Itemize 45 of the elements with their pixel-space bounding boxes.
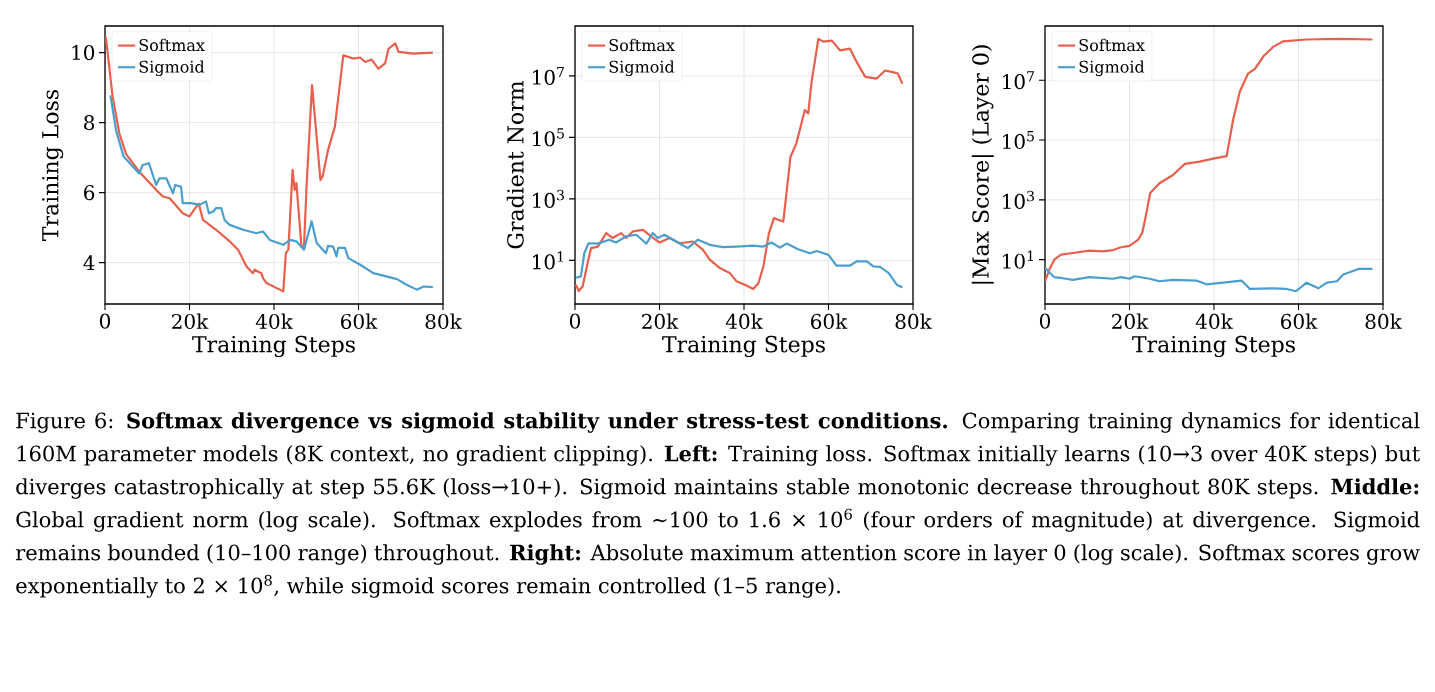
x-tick-label: 0 (1039, 313, 1051, 329)
x-tick-label: 20k (642, 313, 679, 329)
x-tick-label: 40k (255, 313, 293, 329)
legend-label: Softmax (1079, 38, 1145, 52)
legend-label: Sigmoid (139, 60, 205, 77)
x-tick-label: 60k (811, 313, 848, 329)
y-tick-label: 4 (83, 255, 95, 271)
y-tick-label: 10$^{3}$ (1003, 190, 1034, 209)
legend-label: Sigmoid (609, 60, 675, 77)
x-tick-label: 40k (1195, 313, 1233, 329)
x-tick-label: 0 (569, 313, 581, 329)
x-tick-label: 80k (895, 313, 932, 329)
y-tick-label: 10$^{5}$ (533, 128, 564, 147)
x-tick-label: 80k (425, 313, 462, 329)
y-tick-label: 10$^{1}$ (533, 251, 563, 270)
x-axis-title: Training Steps (662, 335, 825, 358)
y-axis-title: |Max Score| (Layer 0) (971, 45, 994, 284)
y-tick-label: 10$^{7}$ (1003, 71, 1034, 90)
legend-label: Softmax (139, 38, 205, 52)
x-tick-label: 0 (99, 313, 111, 329)
line-series (109, 94, 434, 291)
line-series (575, 231, 904, 289)
x-tick-label: 20k (172, 313, 209, 329)
y-tick-label: 10 (72, 45, 95, 61)
y-tick-label: 10$^{1}$ (1003, 250, 1033, 269)
y-tick-label: 10$^{3}$ (533, 189, 564, 208)
line-series (1045, 37, 1374, 283)
x-axis-title: Training Steps (192, 335, 355, 358)
y-tick-label: 10$^{5}$ (1003, 131, 1034, 150)
y-tick-label: 10$^{7}$ (533, 66, 564, 85)
y-axis-title: Training Loss (42, 90, 64, 241)
line-series (1045, 266, 1374, 293)
y-axis-title: Gradient Norm (506, 80, 524, 249)
legend-label: Sigmoid (1079, 60, 1145, 77)
x-tick-label: 60k (341, 313, 378, 329)
x-tick-label: 20k (1112, 313, 1149, 329)
x-tick-label: 80k (1365, 313, 1402, 329)
line-series (105, 35, 434, 293)
x-tick-label: 40k (725, 313, 763, 329)
x-axis-title: Training Steps (1132, 335, 1295, 358)
text: Figure 6: Softmax divergence vs sigmoid stability under stress-test conditions. Comparing training dynamics for identical 160M parameter models (8K context, no gradient clipping). Left: Training loss. Softmax initially learns (10→3 over 40K steps) but diverges catastrophically at step 55.6K (loss→10+). Sigmoid maintains stable monotonic decrease throughout 80K steps. Middle: Global gradient norm (log scale). Softmax explodes from ∼100 to 1.6 × 10$^{6}$ (four orders of magnitude) at divergence. Sigmoid remains bounded (10–100 range) throughout. Right: Absolute maximum attention score in layer 0 (log scale). Softmax scores grow exponentially to 2 × 10$^{8}$, while sigmoid scores remain controlled (1–5 range). (15, 412, 1420, 598)
y-tick-label: 6 (84, 185, 95, 201)
x-tick-label: 60k (1281, 313, 1318, 329)
y-tick-label: 8 (84, 115, 95, 131)
legend-label: Softmax (609, 38, 675, 52)
